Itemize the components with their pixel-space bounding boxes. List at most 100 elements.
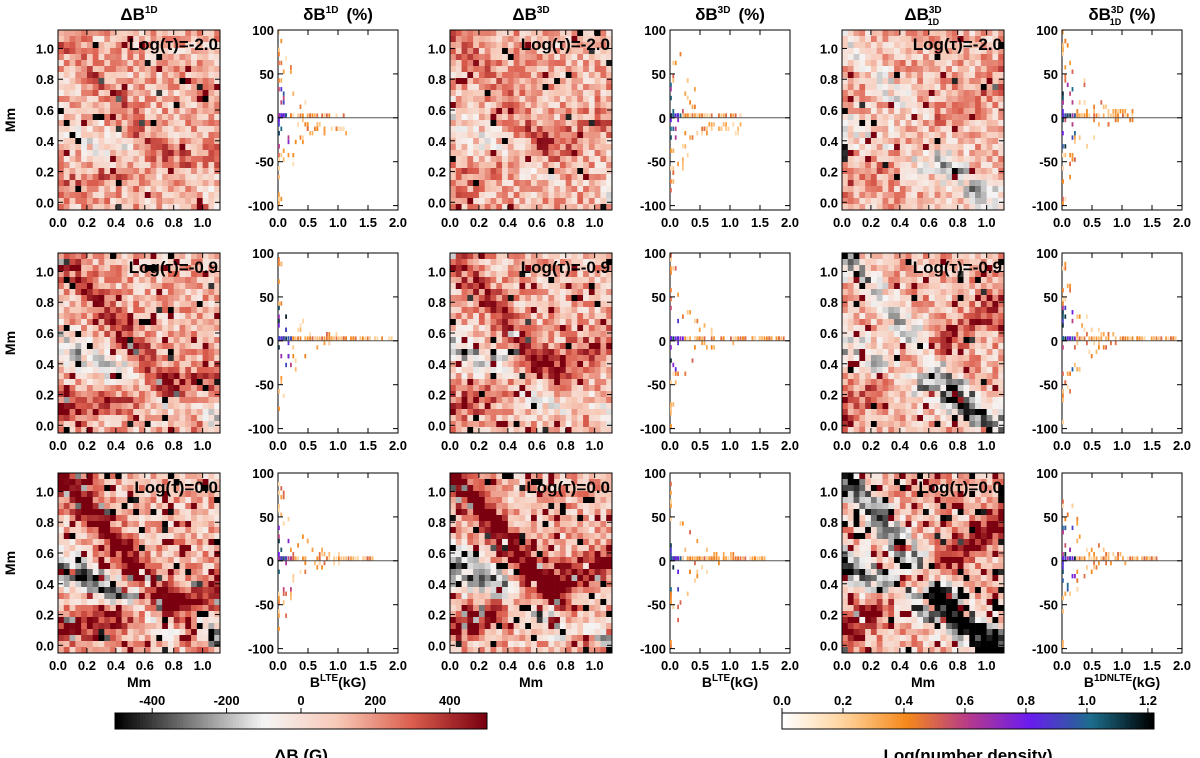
map-cell	[191, 156, 198, 163]
map-cell	[115, 479, 122, 486]
map-cell	[513, 30, 520, 37]
map-cell	[455, 78, 462, 85]
map-cell	[162, 379, 169, 386]
map-cell	[179, 563, 186, 570]
map-cell	[58, 271, 65, 278]
map-cell	[104, 301, 111, 308]
hist-xtick-label: 1.0	[329, 215, 347, 230]
map-cell	[467, 30, 474, 37]
map-cell	[191, 331, 198, 338]
map-cell	[150, 641, 157, 648]
map-cell	[75, 96, 82, 103]
map-cell	[502, 66, 509, 73]
map-cell	[167, 355, 175, 362]
map-cell	[583, 265, 590, 272]
map-cell	[104, 373, 111, 380]
map-cell	[179, 641, 186, 648]
map-cell	[98, 66, 105, 73]
hist-bin	[282, 587, 285, 592]
map-ylabel: Mm	[2, 331, 18, 355]
map-cell	[150, 515, 157, 522]
map-cell	[179, 72, 186, 79]
hist-bin	[338, 556, 340, 561]
map-cell	[600, 186, 607, 193]
map-cell	[92, 605, 99, 612]
map-cell	[519, 150, 526, 157]
map-cell	[133, 521, 140, 528]
map-cell	[455, 367, 462, 374]
map-cell	[162, 132, 169, 139]
map-cell	[525, 168, 532, 175]
map-cell	[208, 629, 215, 636]
map-cell	[461, 271, 468, 278]
map-cell	[583, 114, 590, 121]
map-ytick-label: 0.4	[36, 577, 55, 592]
map-cell	[81, 635, 88, 642]
map-cell	[81, 503, 88, 510]
map-cell	[81, 48, 88, 55]
map-cell	[577, 331, 584, 338]
map-cell	[92, 283, 99, 290]
map-ytick-label: 0.4	[428, 134, 447, 149]
map-cell	[461, 307, 468, 314]
map-cell	[588, 301, 595, 308]
map-cell	[559, 253, 567, 260]
map-cell	[467, 168, 474, 175]
map-cell	[121, 265, 128, 272]
map-cell	[461, 319, 468, 326]
map-cell	[179, 295, 186, 302]
map-cell	[167, 545, 175, 552]
map-cell	[502, 271, 509, 278]
map-cell	[565, 283, 572, 290]
map-cell	[536, 391, 543, 398]
map-cell	[571, 192, 578, 199]
map-cell	[208, 162, 215, 169]
map-cell	[81, 509, 88, 516]
hist-xtick-label: 2.0	[389, 438, 407, 453]
map-cell	[507, 114, 514, 121]
map-cell	[58, 319, 65, 326]
map-cell	[214, 337, 221, 344]
map-cell	[98, 84, 105, 91]
map-cell	[162, 325, 169, 332]
hist-bin	[280, 375, 283, 381]
map-cell	[455, 96, 462, 103]
map-cell	[58, 54, 65, 61]
map-cell	[81, 186, 88, 193]
map-cell	[98, 611, 105, 618]
map-cell	[519, 48, 526, 55]
map-cell	[127, 539, 134, 546]
map-cell	[473, 138, 480, 145]
map-cell	[478, 102, 486, 109]
map-cell	[115, 629, 122, 636]
map-cell	[179, 349, 186, 356]
map-cell	[179, 301, 186, 308]
map-cell	[121, 557, 128, 564]
map-cell	[86, 204, 94, 211]
map-cell	[548, 277, 555, 284]
map-cell	[478, 331, 486, 338]
map-cell	[69, 168, 76, 175]
map-cell	[144, 72, 151, 79]
map-cell	[583, 204, 590, 211]
map-cell	[69, 397, 76, 404]
map-cell	[478, 114, 486, 121]
map-cell	[110, 126, 117, 133]
hist-bin	[362, 556, 364, 561]
map-cell	[583, 253, 590, 260]
map-cell	[185, 551, 192, 558]
map-cell	[577, 253, 584, 260]
map-cell	[162, 307, 169, 314]
map-cell	[185, 30, 192, 37]
map-cell	[513, 36, 520, 43]
map-cell	[531, 84, 538, 91]
map-cell	[583, 66, 590, 73]
map-cell	[600, 102, 607, 109]
map-cell	[139, 168, 146, 175]
map-cell	[115, 527, 122, 534]
map-cell	[167, 527, 175, 534]
map-cell	[577, 156, 584, 163]
map-cell	[461, 391, 468, 398]
map-cell	[600, 349, 607, 356]
map-cell	[144, 629, 151, 636]
